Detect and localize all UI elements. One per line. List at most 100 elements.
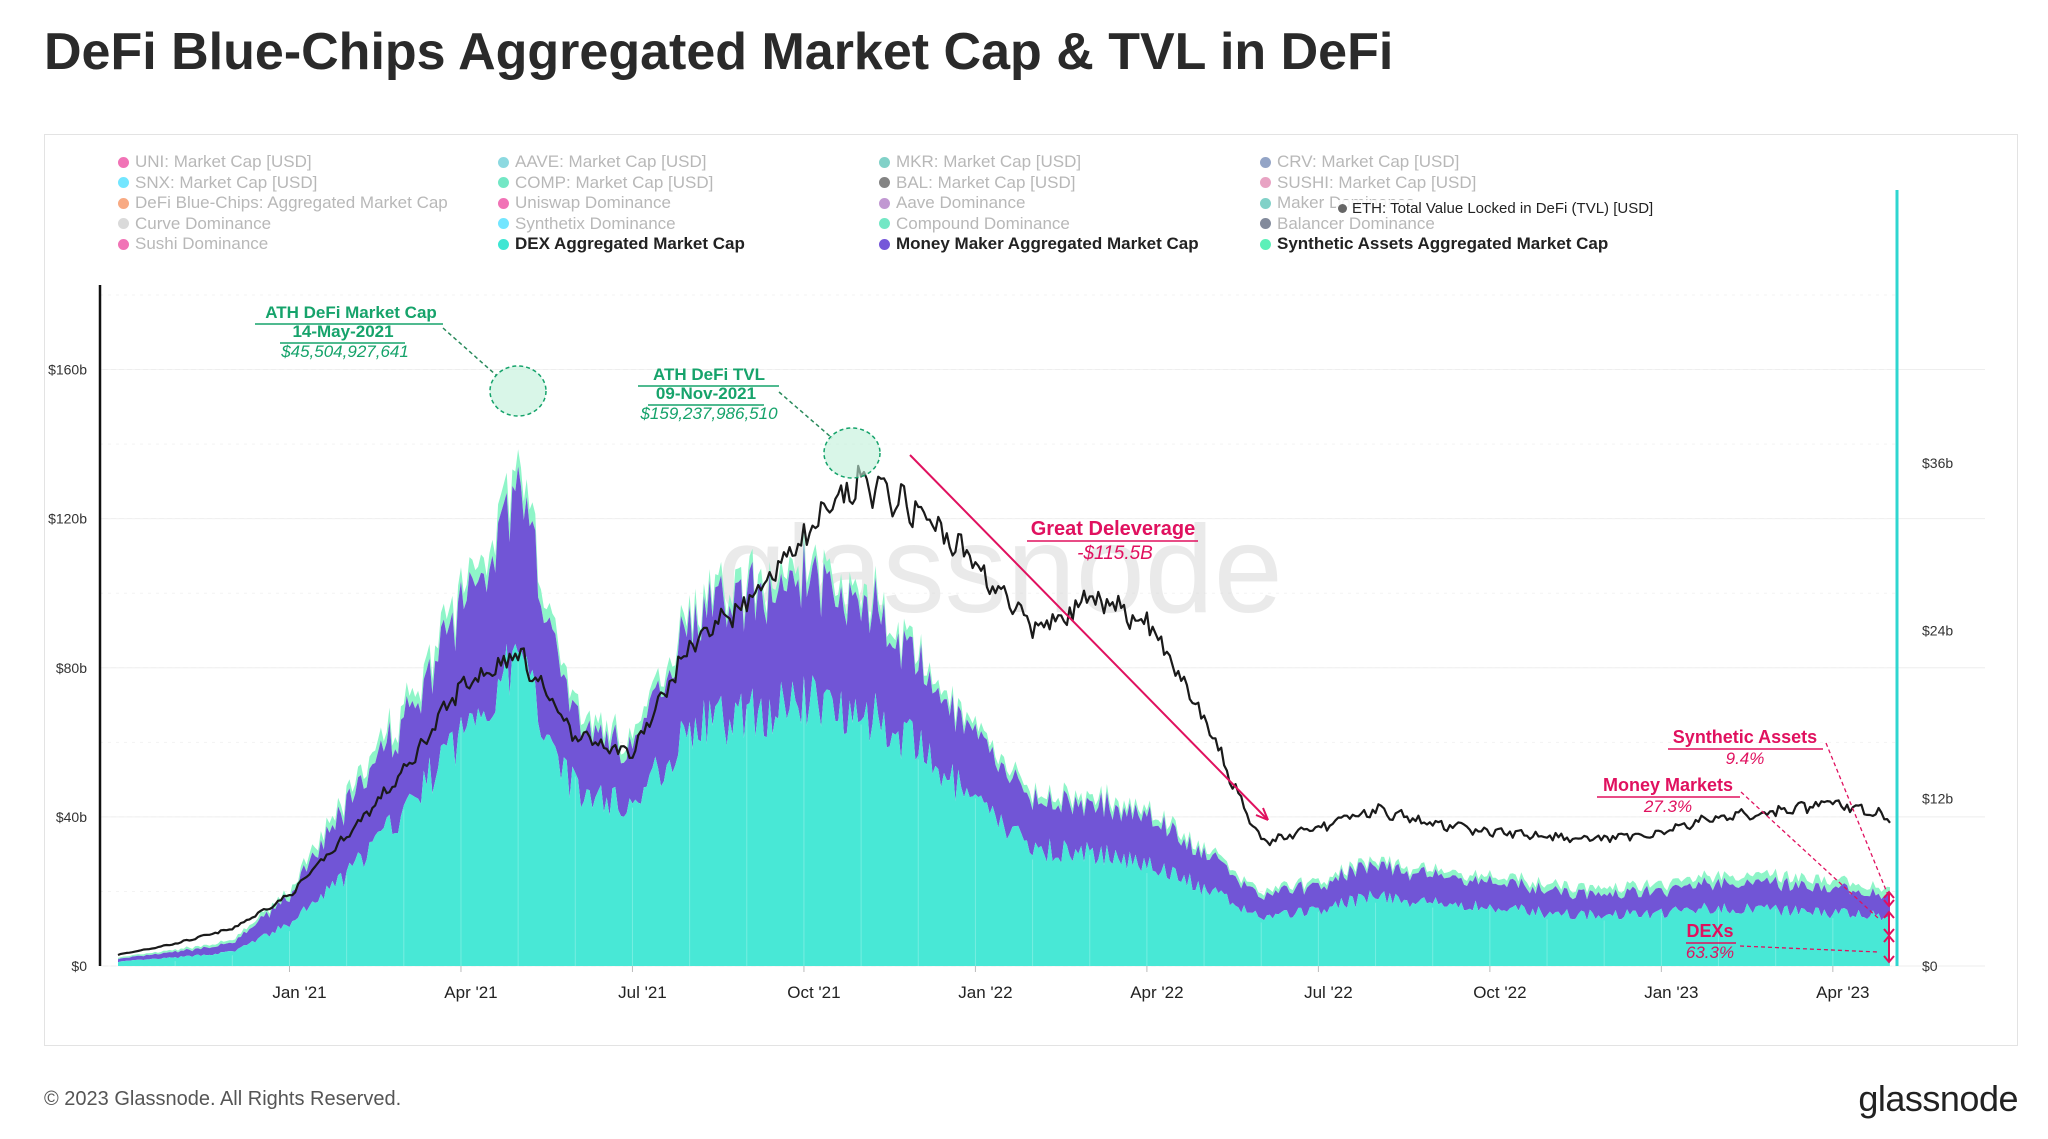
legend-label: AAVE: Market Cap [USD] — [515, 152, 707, 171]
legend-label: MKR: Market Cap [USD] — [896, 152, 1082, 171]
legend-item[interactable]: Synthetix Dominance — [498, 214, 676, 234]
chart-legend: UNI: Market Cap [USD] AAVE: Market Cap [U… — [118, 152, 1718, 272]
legend-dot-icon — [1260, 156, 1271, 168]
legend-label: Sushi Dominance — [135, 234, 269, 253]
legend-item[interactable]: Uniswap Dominance — [498, 193, 671, 213]
legend-label: DEX Aggregated Market Cap — [515, 234, 745, 253]
legend-item[interactable]: SUSHI: Market Cap [USD] — [1260, 173, 1476, 193]
deleverage-value: -$115.5B — [1077, 543, 1153, 564]
ath-tvl-date: 09-Nov-2021 — [656, 384, 756, 403]
legend-dot-icon — [498, 197, 509, 209]
right-tick-label: $24b — [1922, 623, 1953, 639]
right-tick-label: $0 — [1922, 958, 1938, 974]
legend-item[interactable]: Curve Dominance — [118, 214, 271, 234]
x-tick-label: Jul '22 — [1304, 983, 1353, 1002]
legend-dot-icon — [1260, 218, 1271, 229]
ath-mcap-date: 14-May-2021 — [292, 322, 393, 341]
legend-label: Synthetix Dominance — [515, 213, 676, 233]
legend-item[interactable]: DeFi Blue-Chips: Aggregated Market Cap — [118, 193, 448, 213]
legend-item[interactable]: Money Maker Aggregated Market Cap — [879, 234, 1199, 254]
legend-item-eth-tvl[interactable]: ETH: Total Value Locked in DeFi (TVL) [U… — [1336, 200, 1656, 217]
legend-dot-icon — [879, 177, 890, 188]
synthetic-leader — [1825, 742, 1889, 896]
money-value: 27.3% — [1643, 797, 1692, 816]
legend-item[interactable]: COMP: Market Cap [USD] — [498, 173, 713, 193]
legend-dot-icon — [1260, 177, 1271, 188]
legend-dot-icon — [879, 238, 890, 250]
legend-dot-icon — [118, 238, 129, 250]
legend-dot-icon — [498, 177, 509, 188]
legend-item[interactable]: Sushi Dominance — [118, 234, 268, 254]
legend-item[interactable]: SNX: Market Cap [USD] — [118, 173, 317, 193]
left-tick-label: $0 — [71, 958, 87, 974]
x-tick-label: Jan '21 — [272, 983, 326, 1002]
legend-item[interactable]: Compound Dominance — [879, 214, 1070, 234]
legend-item[interactable]: Synthetic Assets Aggregated Market Cap — [1260, 234, 1608, 254]
legend-label: COMP: Market Cap [USD] — [515, 172, 714, 192]
legend-dot-icon — [118, 156, 129, 168]
legend-label: Uniswap Dominance — [515, 193, 671, 212]
left-tick-label: $120b — [48, 511, 87, 527]
glassnode-logo[interactable]: glassnode — [1858, 1078, 2018, 1119]
legend-label: Synthetic Assets Aggregated Market Cap — [1277, 234, 1609, 253]
right-tick-label: $12b — [1922, 790, 1953, 806]
legend-dot-icon — [879, 197, 890, 209]
legend-dot-icon — [879, 156, 890, 168]
legend-label: UNI: Market Cap [USD] — [135, 152, 312, 171]
x-tick-label: Apr '23 — [1816, 983, 1869, 1002]
x-tick-label: Jul '21 — [618, 983, 667, 1002]
legend-item[interactable]: DEX Aggregated Market Cap — [498, 234, 745, 254]
legend-dot-icon — [498, 156, 509, 168]
left-tick-label: $160b — [48, 362, 87, 378]
synthetic-value: 9.4% — [1726, 749, 1765, 768]
x-tick-label: Oct '22 — [1473, 983, 1526, 1002]
x-tick-label: Apr '21 — [444, 983, 497, 1002]
legend-item[interactable]: Aave Dominance — [879, 193, 1025, 213]
ath-mcap-value: $45,504,927,641 — [280, 342, 409, 361]
x-tick-label: Jan '22 — [958, 983, 1012, 1002]
x-tick-label: Jan '23 — [1644, 983, 1698, 1002]
legend-dot-icon — [118, 218, 129, 229]
dexs-label: DEXs — [1686, 921, 1733, 941]
dex-area — [118, 643, 1890, 966]
share-bracket-arrows — [1883, 934, 1895, 964]
tvl-line-group — [117, 464, 1891, 957]
legend-dot-icon — [1338, 204, 1347, 213]
ath-tvl-leader — [778, 391, 833, 439]
deleverage-title: Great Deleverage — [1031, 518, 1196, 540]
money-markets-area — [118, 466, 1890, 963]
left-tick-label: $80b — [56, 660, 87, 676]
share-bracket-arrows — [1883, 890, 1895, 908]
x-tick-label: Apr '22 — [1130, 983, 1183, 1002]
legend-dot-icon — [498, 218, 509, 229]
right-tick-label: $36b — [1922, 455, 1953, 471]
legend-label: CRV: Market Cap [USD] — [1277, 152, 1460, 171]
legend-item[interactable]: AAVE: Market Cap [USD] — [498, 152, 706, 172]
ath-mcap-leader — [442, 327, 497, 376]
tvl-line — [117, 464, 1891, 957]
legend-dot-icon — [1260, 238, 1271, 250]
left-tick-label: $40b — [56, 809, 87, 825]
legend-label: BAL: Market Cap [USD] — [896, 172, 1076, 192]
dexs-leader — [1739, 945, 1879, 953]
legend-label: Curve Dominance — [135, 213, 272, 233]
legend-item[interactable]: CRV: Market Cap [USD] — [1260, 152, 1459, 172]
legend-dot-icon — [118, 197, 129, 209]
legend-label: Balancer Dominance — [1277, 213, 1435, 233]
money-leader — [1740, 791, 1879, 919]
legend-item[interactable]: MKR: Market Cap [USD] — [879, 152, 1081, 172]
legend-dot-icon — [1260, 197, 1271, 209]
deleverage-arrowhead — [1255, 807, 1269, 821]
legend-item[interactable]: BAL: Market Cap [USD] — [879, 173, 1076, 193]
legend-item[interactable]: Balancer Dominance — [1260, 214, 1435, 234]
legend-item[interactable]: UNI: Market Cap [USD] — [118, 152, 312, 172]
ath-tvl-marker — [823, 427, 881, 479]
ath-mcap-marker — [489, 365, 547, 417]
deleverage-arrow — [909, 454, 1269, 821]
axes: $0 $40b $80b $120b $160b $0 $12b $24b $36b Jan '2… — [48, 190, 1953, 1002]
legend-dot-icon — [118, 177, 129, 188]
money-label: Money Markets — [1603, 775, 1733, 795]
ath-tvl-value: $159,237,986,510 — [639, 404, 778, 423]
ath-tvl-title: ATH DeFi TVL — [653, 365, 765, 384]
